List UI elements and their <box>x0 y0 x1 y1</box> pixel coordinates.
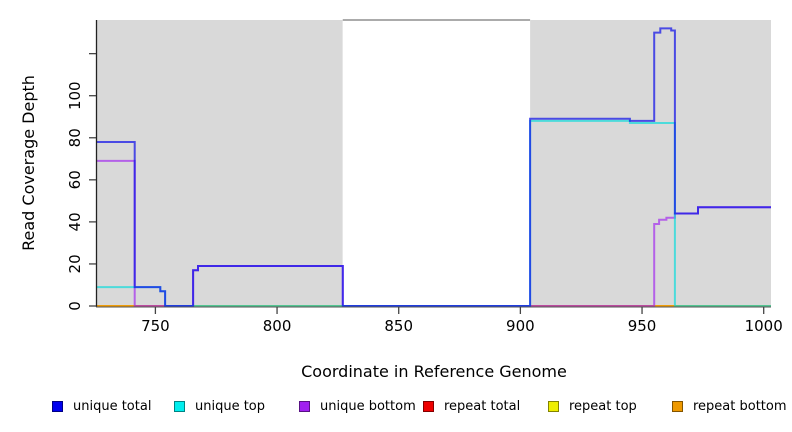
y-tick-label: 0 <box>66 301 84 311</box>
bg-region-shaded-right <box>530 20 771 307</box>
y-tick-label: 20 <box>66 254 84 273</box>
y-tick-label: 80 <box>66 128 84 147</box>
background-regions <box>97 19 771 307</box>
x-tick-label: 750 <box>141 317 170 335</box>
y-tick-label: 100 <box>66 81 84 110</box>
data-series-lines <box>97 27 771 307</box>
series-line-unique-total <box>97 27 771 307</box>
bg-region-shaded-left <box>97 20 343 307</box>
bg-region-gap-white <box>342 20 531 307</box>
y-tick-label: 40 <box>66 212 84 231</box>
axes: 750 800 850 900 950 1000 0 20 40 60 80 100 <box>66 20 783 335</box>
x-tick-label: 1000 <box>745 317 783 335</box>
y-axis-title: Read Coverage Depth <box>19 75 38 251</box>
x-tick-label: 900 <box>506 317 535 335</box>
x-tick-label: 950 <box>628 317 657 335</box>
x-tick-label: 800 <box>263 317 292 335</box>
y-tick-label: 60 <box>66 170 84 189</box>
x-tick-label: 850 <box>384 317 413 335</box>
x-axis-title: Coordinate in Reference Genome <box>301 362 567 381</box>
